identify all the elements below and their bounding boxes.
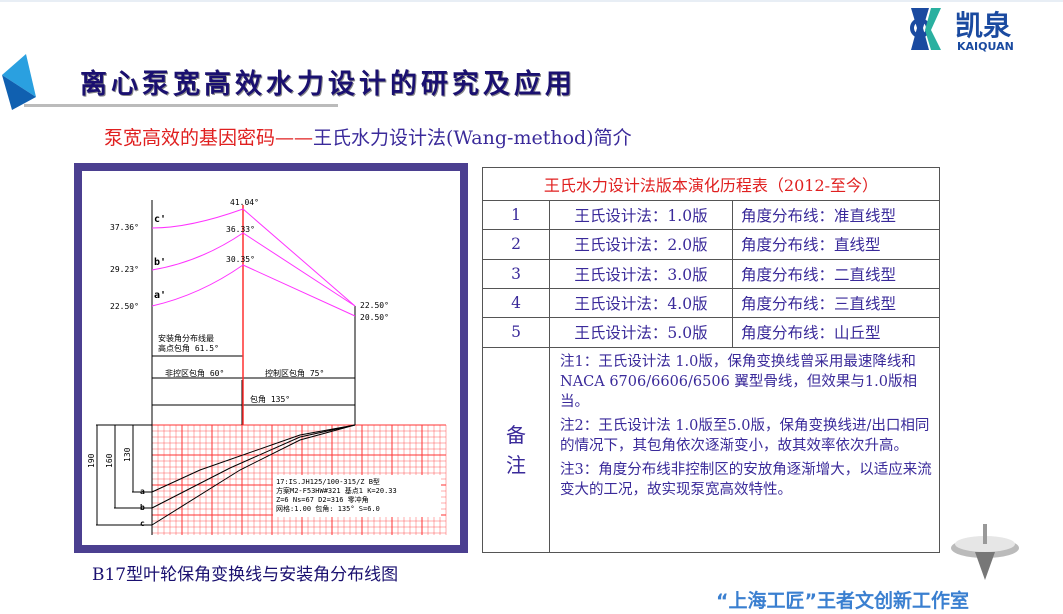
row-line: 角度分布线：二直线型 (732, 258, 940, 289)
table-row: 2 王氏设计法：2.0版 角度分布线：直线型 (482, 229, 940, 260)
note-max: 高点包角 61.5° (158, 343, 219, 353)
spinning-top-icon (951, 524, 1019, 580)
info-line: 17:IS.JH125/100-315/Z B型 (276, 477, 380, 486)
curve-label: c' (154, 214, 166, 225)
notes-cell: 注1：王氏设计法 1.0版，保角变换线曾采用最速降线和 NACA 6706/66… (549, 346, 940, 554)
bottom-label: b (140, 503, 145, 512)
curve-a-prime (151, 264, 356, 317)
dim-label: 190 (87, 453, 96, 468)
peak-label: 41.04° (230, 198, 259, 207)
left-label: 22.50° (110, 302, 139, 311)
row-version: 王氏设计法：1.0版 (549, 199, 733, 231)
left-label: 29.23° (110, 265, 139, 274)
row-line: 角度分布线：三直线型 (732, 287, 940, 319)
row-version: 王氏设计法：4.0版 (549, 287, 733, 319)
row-no: 3 (482, 258, 550, 289)
curve-label: a' (154, 290, 166, 301)
non-control-label: 非控区包角 60° (165, 368, 224, 378)
curve-c (151, 424, 356, 526)
table-row: 3 王氏设计法：3.0版 角度分布线：二直线型 (482, 258, 940, 289)
dim-label: 130 (123, 447, 132, 462)
top-bar (0, 0, 1063, 2)
bottom-label: a (140, 487, 145, 496)
row-line: 角度分布线：准直线型 (732, 199, 940, 231)
triangle-logo-icon (2, 54, 36, 110)
control-label: 控制区包角 75° (265, 368, 324, 378)
subtitle-blue: 王氏水力设计法(Wang-method)简介 (313, 127, 632, 149)
peak-label: 30.35° (226, 255, 255, 264)
left-label: 37.36° (110, 223, 139, 232)
divider (24, 104, 338, 107)
info-line: 网格:1.00 包角: 135° S=6.0 (276, 504, 380, 513)
row-no: 5 (482, 317, 550, 348)
version-table: 王氏水力设计法版本演化历程表（2012-至今） 1 王氏设计法：1.0版 角度分布线… (482, 167, 940, 554)
bottom-label: c (140, 519, 145, 528)
row-line: 角度分布线：直线型 (732, 229, 940, 260)
note: 注1：王氏设计法 1.0版，保角变换线曾采用最速降线和 NACA 6706/66… (560, 353, 917, 410)
curve-label: b' (154, 257, 166, 268)
wrap-label: 包角 135° (250, 394, 290, 404)
curve-b-prime (151, 232, 356, 307)
row-version: 王氏设计法：3.0版 (549, 258, 733, 289)
diagram-caption: B17型叶轮保角变换线与安装角分布线图 (92, 565, 399, 585)
info-box (273, 475, 441, 517)
row-version: 王氏设计法：5.0版 (549, 317, 733, 348)
row-version: 王氏设计法：2.0版 (549, 229, 733, 260)
subtitle: 泵宽高效的基因密码——王氏水力设计法(Wang-method)简介 (104, 123, 632, 150)
note: 注3：角度分布线非控制区的安放角逐渐增大，以适应来流变大的工况，故实现泵宽高效特… (560, 461, 932, 498)
table-row: 5 王氏设计法：5.0版 角度分布线：山丘型 (482, 317, 940, 348)
row-no: 1 (482, 199, 550, 231)
kaiquan-logo-icon (910, 8, 941, 50)
info-line: 方案M2-F53HW#321 基点1 K=20.33 (276, 486, 397, 495)
right-label: 20.50° (360, 313, 389, 322)
note: 注2：王氏设计法 1.0版至5.0版，保角变换线进/出口相同的情况下，其包角依次… (560, 417, 930, 454)
curve-a (151, 424, 356, 493)
notes-label: 备注 (482, 346, 550, 554)
table-row: 4 王氏设计法：4.0版 角度分布线：三直线型 (482, 287, 940, 319)
slide-title: 离心泵宽高效水力设计的研究及应用 (80, 69, 576, 100)
curve-c-prime (151, 208, 356, 307)
curve-b (151, 424, 356, 509)
table-title: 王氏水力设计法版本演化历程表（2012-至今） (482, 167, 940, 201)
info-line: Z=6 Ns=67 D2=316 零冲角 (276, 495, 369, 504)
right-label: 22.50° (360, 301, 389, 310)
kaiquan-logo: 凯泉 KAIQUAN (905, 4, 1055, 54)
notes-row: 备注 注1：王氏设计法 1.0版，保角变换线曾采用最速降线和 NACA 6706… (482, 346, 940, 554)
dim-label: 160 (105, 453, 114, 468)
row-line: 角度分布线：山丘型 (732, 317, 940, 348)
table-row: 1 王氏设计法：1.0版 角度分布线：准直线型 (482, 199, 940, 231)
logo-cn: 凯泉 (955, 9, 1012, 42)
row-no: 4 (482, 287, 550, 319)
note-max: 安装角分布线最 (158, 333, 214, 343)
logo-en: KAIQUAN (957, 40, 1014, 53)
peak-label: 36.33° (226, 225, 255, 234)
subtitle-red: 泵宽高效的基因密码—— (104, 127, 314, 149)
row-no: 2 (482, 229, 550, 260)
footer-text: “上海工匠”王者文创新工作室 (716, 590, 969, 612)
